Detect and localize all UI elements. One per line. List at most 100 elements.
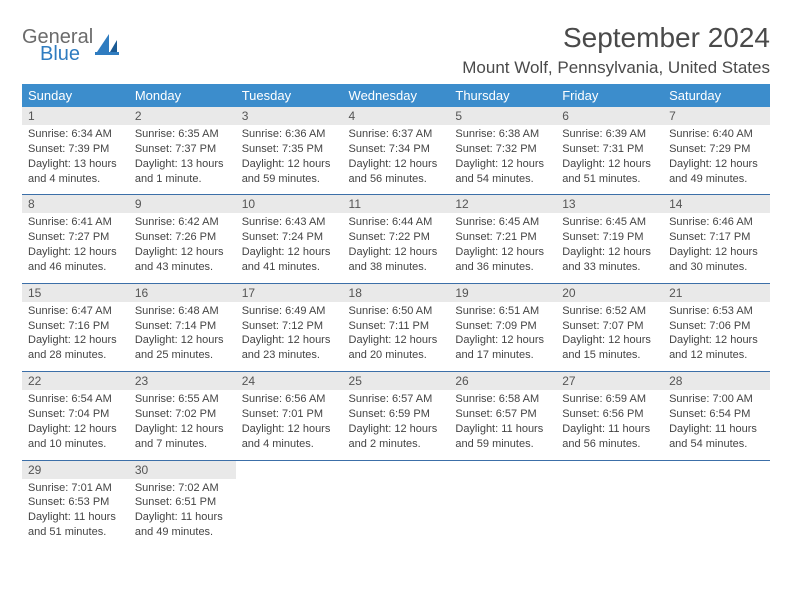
day-number-cell: 3	[236, 107, 343, 125]
daylight-text: Daylight: 12 hours	[455, 333, 550, 348]
sunset-text: Sunset: 7:29 PM	[669, 142, 764, 157]
daylight-text: and 56 minutes.	[562, 437, 657, 452]
day-header: Monday	[129, 84, 236, 107]
sunrise-text: Sunrise: 6:45 AM	[455, 215, 550, 230]
sunrise-text: Sunrise: 7:02 AM	[135, 481, 230, 496]
sunset-text: Sunset: 7:09 PM	[455, 319, 550, 334]
day-info-cell: Sunrise: 6:42 AMSunset: 7:26 PMDaylight:…	[129, 213, 236, 283]
day-number-cell: 8	[22, 195, 129, 214]
sunset-text: Sunset: 7:02 PM	[135, 407, 230, 422]
sunrise-text: Sunrise: 6:43 AM	[242, 215, 337, 230]
daylight-text: and 2 minutes.	[349, 437, 444, 452]
daylight-text: and 4 minutes.	[28, 172, 123, 187]
day-number-cell: 10	[236, 195, 343, 214]
daylight-text: Daylight: 12 hours	[562, 157, 657, 172]
day-number-cell	[449, 460, 556, 479]
sunrise-text: Sunrise: 6:35 AM	[135, 127, 230, 142]
day-info-cell: Sunrise: 6:57 AMSunset: 6:59 PMDaylight:…	[343, 390, 450, 460]
daylight-text: Daylight: 11 hours	[455, 422, 550, 437]
day-info-cell: Sunrise: 6:49 AMSunset: 7:12 PMDaylight:…	[236, 302, 343, 372]
sunset-text: Sunset: 6:59 PM	[349, 407, 444, 422]
daylight-text: Daylight: 12 hours	[349, 245, 444, 260]
day-info-cell: Sunrise: 6:50 AMSunset: 7:11 PMDaylight:…	[343, 302, 450, 372]
day-number-cell: 1	[22, 107, 129, 125]
day-number-cell: 27	[556, 372, 663, 391]
logo: General Blue	[22, 28, 121, 64]
daylight-text: and 43 minutes.	[135, 260, 230, 275]
daylight-text: and 15 minutes.	[562, 348, 657, 363]
day-number-cell: 21	[663, 283, 770, 302]
daylight-text: and 17 minutes.	[455, 348, 550, 363]
day-number-cell: 12	[449, 195, 556, 214]
daylight-text: Daylight: 12 hours	[455, 245, 550, 260]
daylight-text: and 7 minutes.	[135, 437, 230, 452]
sunrise-text: Sunrise: 6:34 AM	[28, 127, 123, 142]
sunset-text: Sunset: 6:54 PM	[669, 407, 764, 422]
day-info-cell: Sunrise: 6:38 AMSunset: 7:32 PMDaylight:…	[449, 125, 556, 195]
daylight-text: and 30 minutes.	[669, 260, 764, 275]
day-info-cell: Sunrise: 6:36 AMSunset: 7:35 PMDaylight:…	[236, 125, 343, 195]
day-info-cell: Sunrise: 6:34 AMSunset: 7:39 PMDaylight:…	[22, 125, 129, 195]
day-number-cell	[236, 460, 343, 479]
day-number-cell: 24	[236, 372, 343, 391]
daylight-text: and 20 minutes.	[349, 348, 444, 363]
month-title: September 2024	[462, 22, 770, 54]
sunrise-text: Sunrise: 6:44 AM	[349, 215, 444, 230]
daylight-text: Daylight: 12 hours	[455, 157, 550, 172]
day-header: Sunday	[22, 84, 129, 107]
sunrise-text: Sunrise: 6:58 AM	[455, 392, 550, 407]
daylight-text: Daylight: 12 hours	[242, 333, 337, 348]
daylight-text: Daylight: 12 hours	[669, 157, 764, 172]
sunset-text: Sunset: 7:32 PM	[455, 142, 550, 157]
daylight-text: and 12 minutes.	[669, 348, 764, 363]
sunrise-text: Sunrise: 6:39 AM	[562, 127, 657, 142]
day-info-cell: Sunrise: 6:52 AMSunset: 7:07 PMDaylight:…	[556, 302, 663, 372]
daylight-text: Daylight: 12 hours	[242, 245, 337, 260]
sunset-text: Sunset: 6:56 PM	[562, 407, 657, 422]
sunrise-text: Sunrise: 6:57 AM	[349, 392, 444, 407]
sunset-text: Sunset: 7:37 PM	[135, 142, 230, 157]
day-info-cell: Sunrise: 7:02 AMSunset: 6:51 PMDaylight:…	[129, 479, 236, 548]
daynum-row: 2930	[22, 460, 770, 479]
sunrise-text: Sunrise: 6:40 AM	[669, 127, 764, 142]
day-number-cell: 6	[556, 107, 663, 125]
day-header: Wednesday	[343, 84, 450, 107]
daylight-text: and 46 minutes.	[28, 260, 123, 275]
day-info-cell: Sunrise: 7:00 AMSunset: 6:54 PMDaylight:…	[663, 390, 770, 460]
day-info-cell: Sunrise: 6:40 AMSunset: 7:29 PMDaylight:…	[663, 125, 770, 195]
daylight-text: Daylight: 11 hours	[669, 422, 764, 437]
daylight-text: Daylight: 12 hours	[135, 245, 230, 260]
sunset-text: Sunset: 7:01 PM	[242, 407, 337, 422]
sunset-text: Sunset: 6:53 PM	[28, 495, 123, 510]
day-header: Friday	[556, 84, 663, 107]
calendar-table: Sunday Monday Tuesday Wednesday Thursday…	[22, 84, 770, 548]
day-info-row: Sunrise: 6:34 AMSunset: 7:39 PMDaylight:…	[22, 125, 770, 195]
daylight-text: and 38 minutes.	[349, 260, 444, 275]
sunrise-text: Sunrise: 6:36 AM	[242, 127, 337, 142]
daylight-text: Daylight: 12 hours	[135, 333, 230, 348]
sunset-text: Sunset: 7:31 PM	[562, 142, 657, 157]
day-info-cell	[663, 479, 770, 548]
day-info-cell: Sunrise: 6:56 AMSunset: 7:01 PMDaylight:…	[236, 390, 343, 460]
day-header-row: Sunday Monday Tuesday Wednesday Thursday…	[22, 84, 770, 107]
day-info-cell: Sunrise: 6:47 AMSunset: 7:16 PMDaylight:…	[22, 302, 129, 372]
day-number-cell: 13	[556, 195, 663, 214]
daylight-text: Daylight: 12 hours	[28, 333, 123, 348]
day-number-cell: 14	[663, 195, 770, 214]
day-number-cell: 23	[129, 372, 236, 391]
sunrise-text: Sunrise: 6:50 AM	[349, 304, 444, 319]
daylight-text: and 36 minutes.	[455, 260, 550, 275]
daynum-row: 15161718192021	[22, 283, 770, 302]
day-info-cell: Sunrise: 6:48 AMSunset: 7:14 PMDaylight:…	[129, 302, 236, 372]
sunrise-text: Sunrise: 6:51 AM	[455, 304, 550, 319]
daylight-text: and 23 minutes.	[242, 348, 337, 363]
daylight-text: and 54 minutes.	[455, 172, 550, 187]
daylight-text: Daylight: 12 hours	[135, 422, 230, 437]
daynum-row: 1234567	[22, 107, 770, 125]
sunset-text: Sunset: 7:34 PM	[349, 142, 444, 157]
sunset-text: Sunset: 7:07 PM	[562, 319, 657, 334]
daylight-text: Daylight: 12 hours	[562, 245, 657, 260]
daylight-text: and 10 minutes.	[28, 437, 123, 452]
day-info-cell: Sunrise: 6:37 AMSunset: 7:34 PMDaylight:…	[343, 125, 450, 195]
daylight-text: and 54 minutes.	[669, 437, 764, 452]
